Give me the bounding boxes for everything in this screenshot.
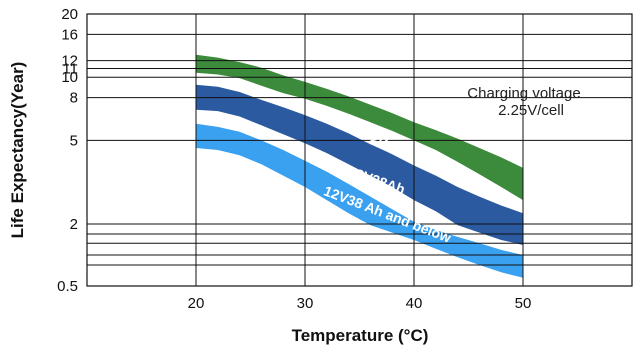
y-tick-label: 0.5 bbox=[57, 278, 78, 295]
y-tick-label: 2 bbox=[70, 216, 78, 233]
x-tick-label: 40 bbox=[406, 295, 423, 312]
y-tick-label: 8 bbox=[70, 90, 78, 107]
y-tick-label: 10 bbox=[61, 69, 78, 86]
y-tick-label: 20 bbox=[61, 6, 78, 23]
x-tick-label: 20 bbox=[188, 295, 205, 312]
y-tick-label: 16 bbox=[61, 26, 78, 43]
y-axis-title: Life Expectancy(Year) bbox=[8, 62, 27, 239]
x-tick-label: 50 bbox=[515, 295, 532, 312]
annotation-line2: 2.25V/cell bbox=[498, 102, 564, 119]
annotation-line1: Charging voltage bbox=[467, 85, 580, 102]
x-axis-title: Temperature (°C) bbox=[292, 326, 429, 345]
x-tick-label: 30 bbox=[297, 295, 314, 312]
y-tick-label: 5 bbox=[70, 132, 78, 149]
